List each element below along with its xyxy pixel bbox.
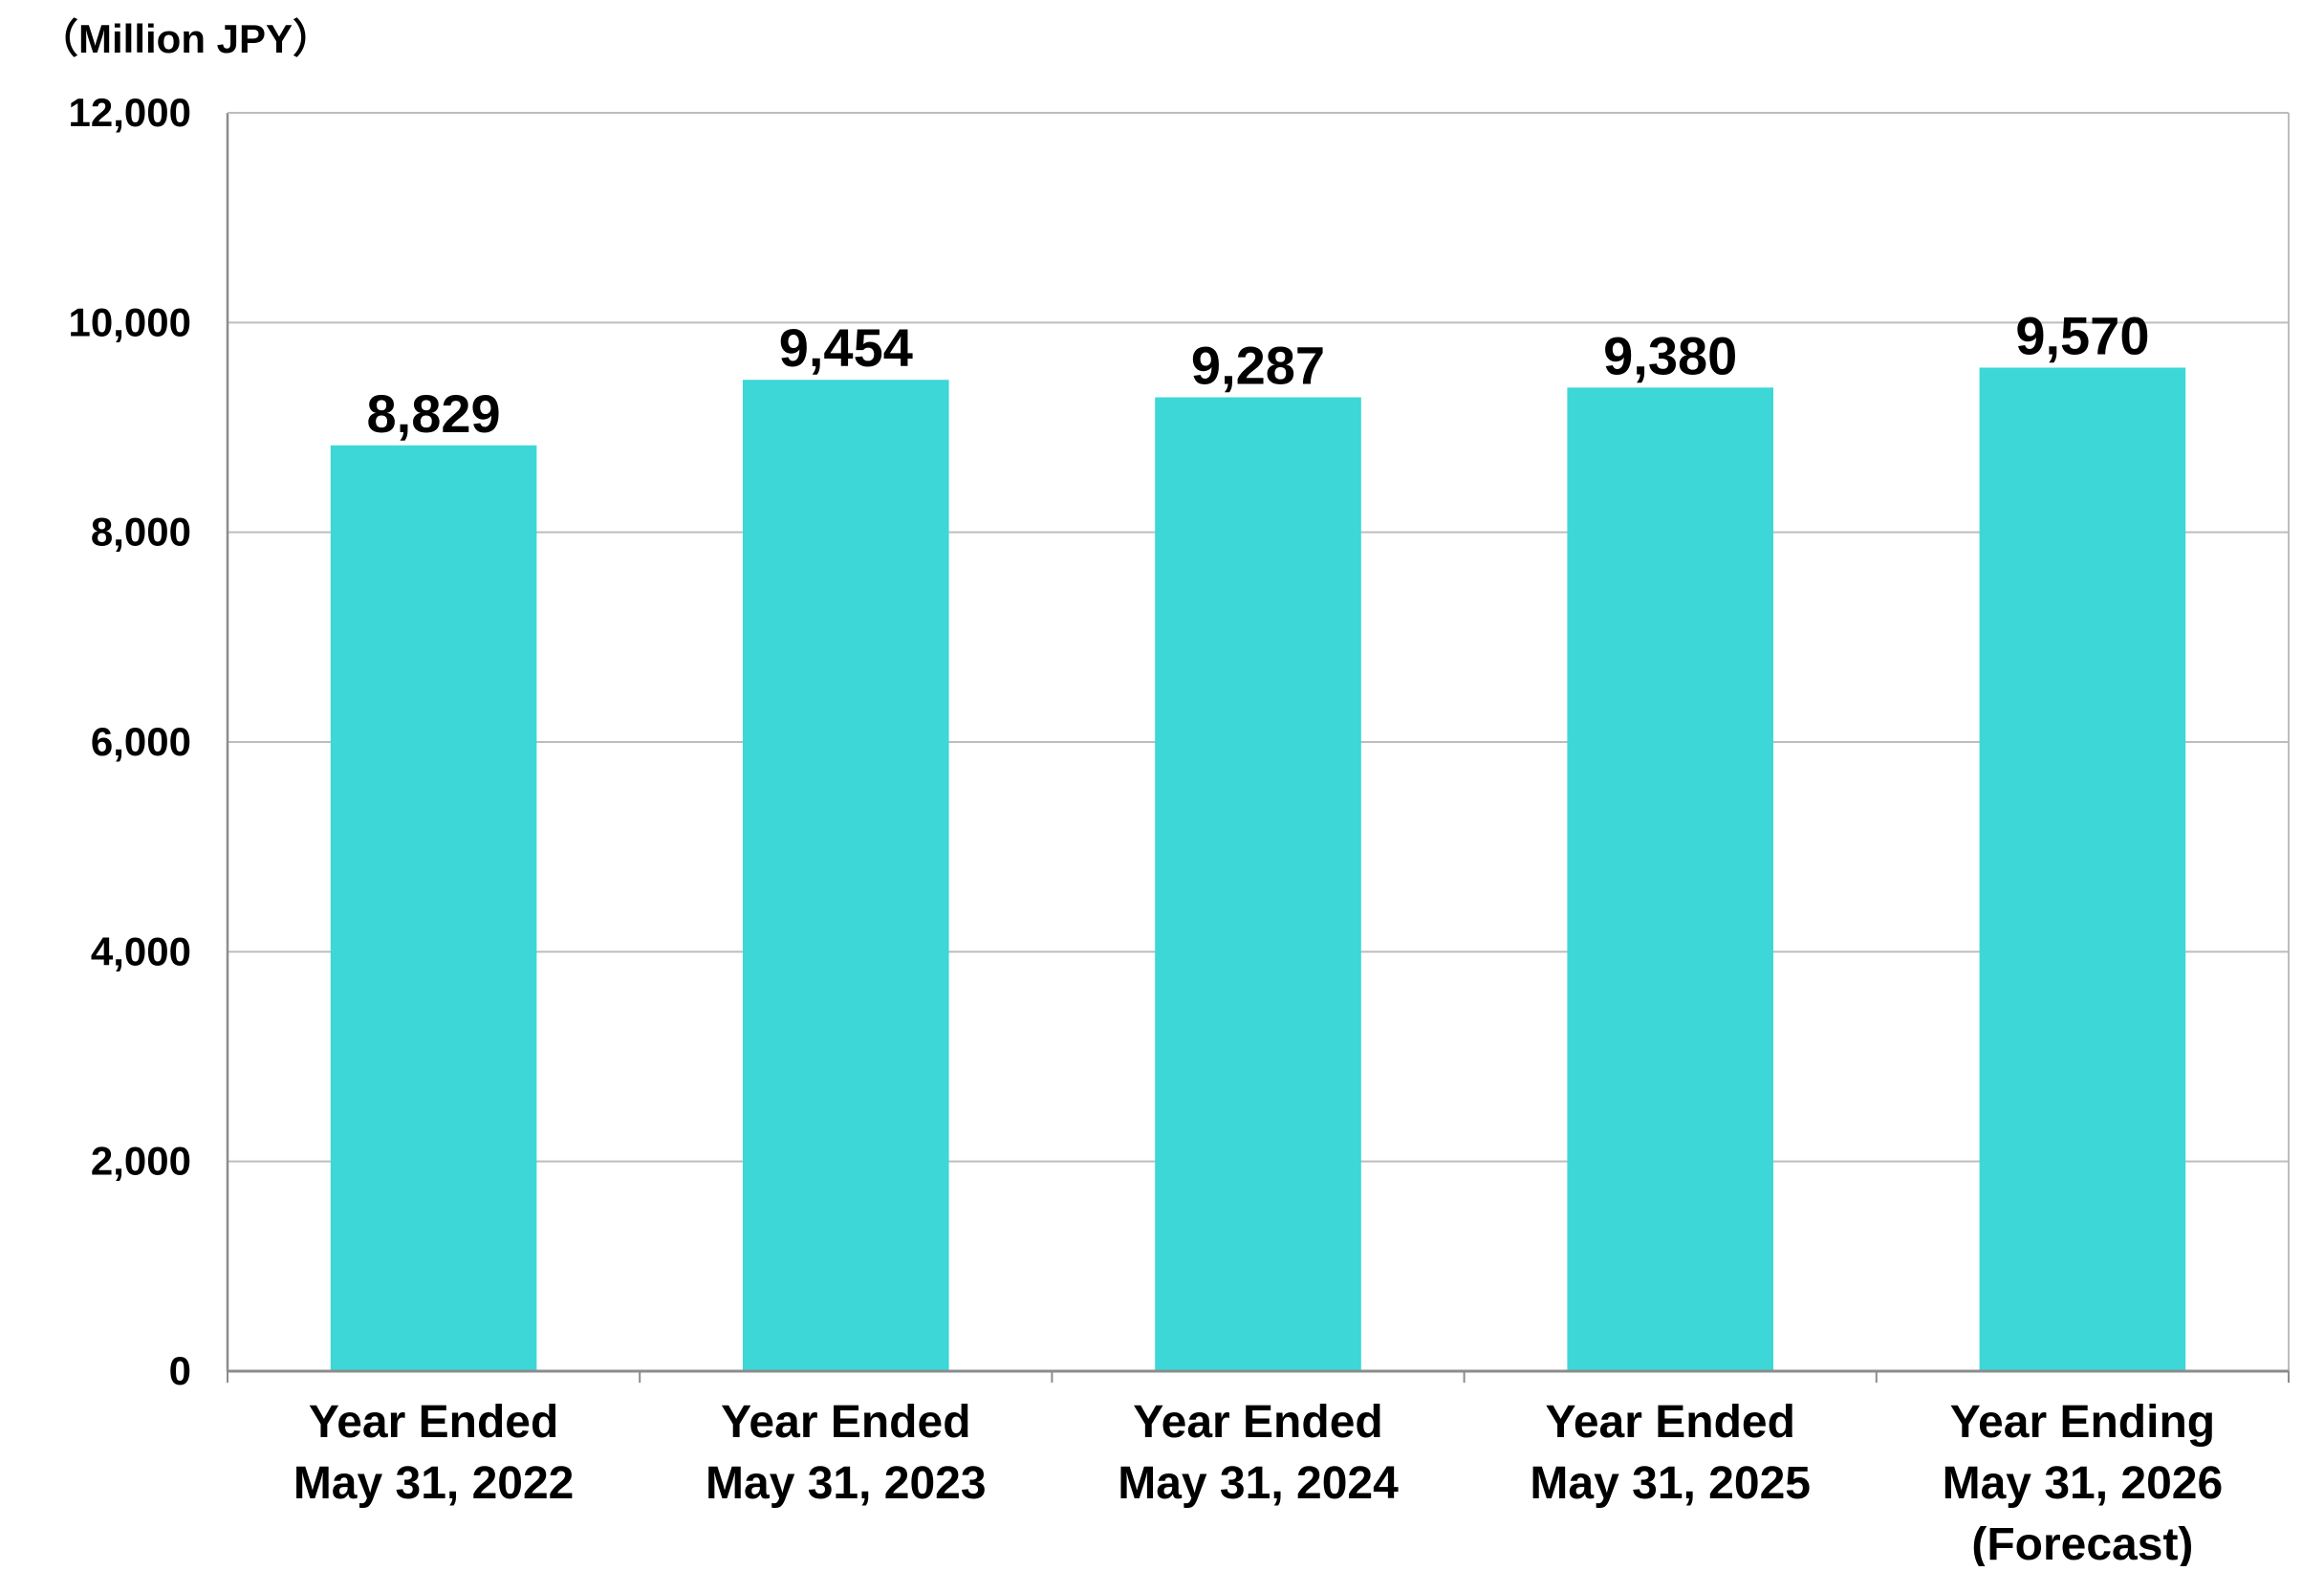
x-tick-label: Year Ended	[1545, 1397, 1794, 1448]
x-tick-label: May 31, 2023	[706, 1458, 987, 1509]
bars	[330, 367, 2186, 1372]
bar-value-label: 9,287	[1191, 336, 1325, 396]
bar	[1979, 367, 2186, 1371]
y-tick-label: 6,000	[91, 719, 191, 764]
x-tick-label: May 31, 2024	[1118, 1458, 1399, 1509]
bar-value-label: 9,454	[779, 317, 913, 378]
x-tick-label: Year Ending	[1950, 1397, 2215, 1448]
x-tick-label: May 31, 2026	[1943, 1458, 2224, 1509]
bar	[1567, 387, 1773, 1371]
axes	[226, 112, 2290, 1383]
bar	[330, 445, 537, 1371]
y-tick-label: 0	[169, 1348, 191, 1393]
y-tick-label: 10,000	[69, 299, 191, 344]
x-tick-label: Year Ended	[721, 1397, 970, 1448]
y-tick-label: 12,000	[69, 90, 191, 135]
y-tick-label: 4,000	[91, 928, 191, 973]
y-axis-unit-label: （Million JPY）	[38, 16, 333, 61]
bar-value-label: 8,829	[367, 383, 501, 444]
y-tick-label: 8,000	[91, 510, 191, 555]
bar	[1155, 397, 1361, 1372]
x-tick-label: May 31, 2022	[293, 1458, 575, 1509]
y-tick-label: 2,000	[91, 1139, 191, 1184]
x-tick-label: May 31, 2025	[1530, 1458, 1811, 1509]
bar	[743, 380, 949, 1372]
bar-value-label: 9,380	[1603, 325, 1737, 385]
x-tick-label: Year Ended	[309, 1397, 558, 1448]
bar-value-label: 9,570	[2015, 305, 2149, 365]
x-tick-label: Year Ended	[1133, 1397, 1382, 1448]
x-axis-tick-labels: Year Ended May 31, 2022 Year Ended May 31, …	[293, 1397, 2224, 1570]
data-labels: 8,829 9,454 9,287 9,380 9,570	[367, 305, 2150, 443]
y-axis-tick-labels: 0 2,000 4,000 6,000 8,000 10,000 12,000	[69, 90, 191, 1393]
x-tick-label: (Forecast)	[1971, 1519, 2193, 1566]
